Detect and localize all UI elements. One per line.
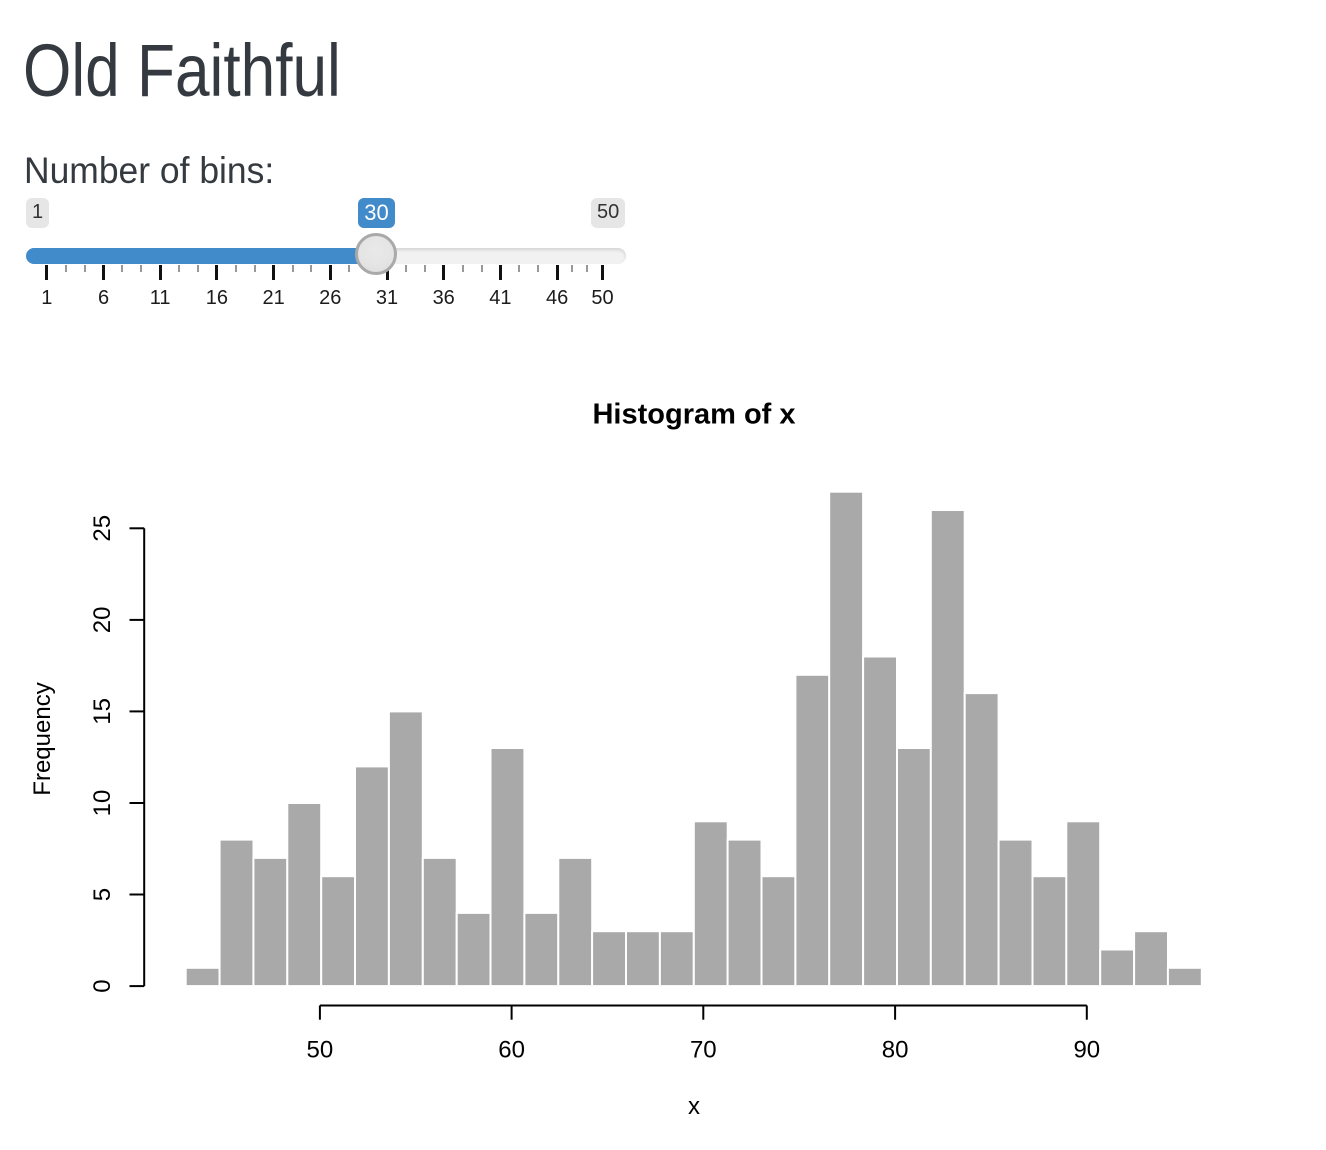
svg-text:x: x	[688, 1093, 700, 1120]
svg-text:5: 5	[89, 888, 116, 901]
svg-text:70: 70	[690, 1036, 717, 1063]
svg-text:15: 15	[89, 698, 116, 725]
svg-text:Histogram of x: Histogram of x	[592, 399, 795, 431]
svg-text:60: 60	[498, 1036, 525, 1063]
svg-text:50: 50	[307, 1036, 334, 1063]
svg-text:25: 25	[89, 515, 116, 542]
svg-text:10: 10	[89, 790, 116, 817]
svg-text:90: 90	[1073, 1036, 1100, 1063]
svg-text:0: 0	[89, 979, 116, 992]
svg-text:80: 80	[882, 1036, 909, 1063]
svg-text:20: 20	[89, 607, 116, 634]
svg-text:Frequency: Frequency	[29, 682, 56, 795]
